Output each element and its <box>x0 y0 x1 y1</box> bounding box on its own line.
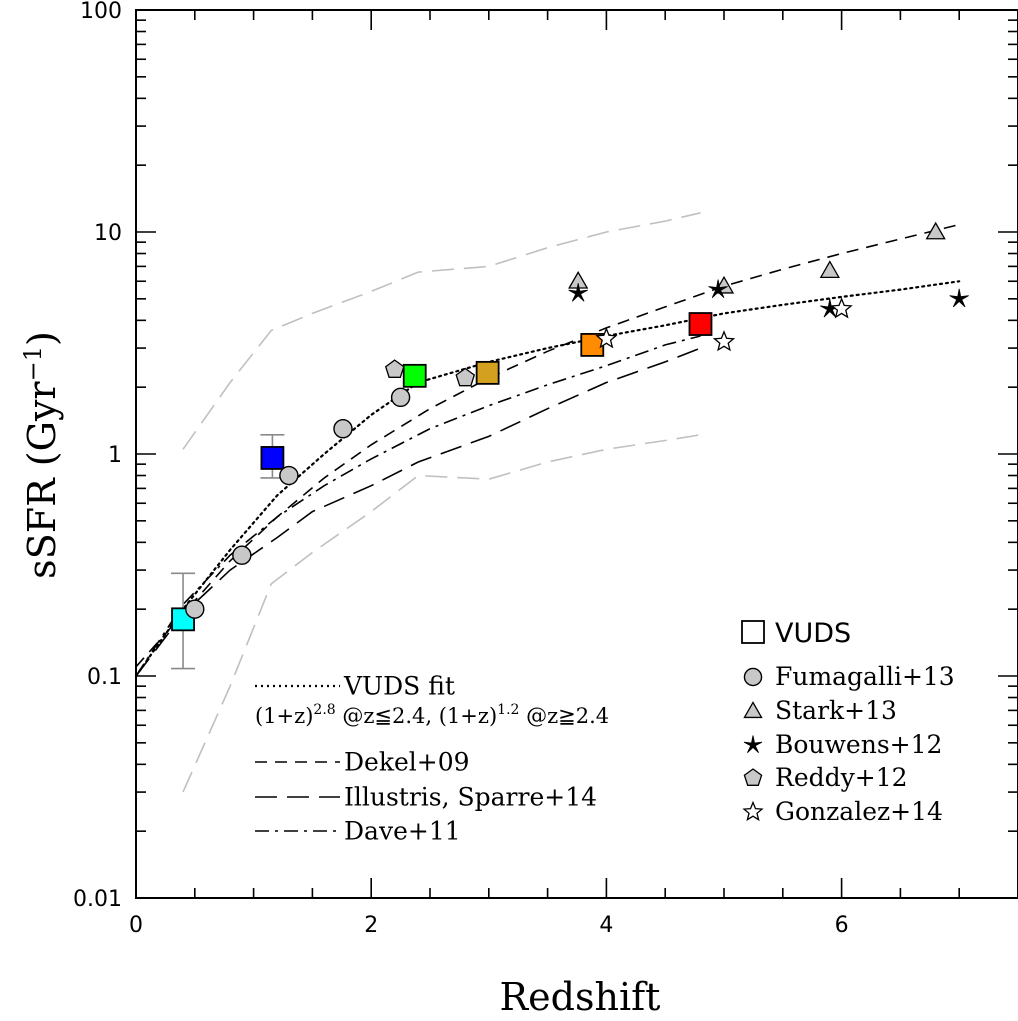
fit-formula-exp-2: 1.2 <box>497 702 519 718</box>
y-axis-title-main: sSFR (Gyr <box>20 381 64 579</box>
legend-marker-triangle <box>743 701 763 719</box>
model-line-2 <box>135 347 701 677</box>
x-axis-title: Redshift <box>500 975 661 1019</box>
fit-formula-part-3: @z≧2.4 <box>519 704 609 728</box>
legend-marker-circle <box>743 667 763 687</box>
model-line-3 <box>135 335 701 677</box>
fit-formula-part-2: @z≦2.4, (1+z) <box>336 704 498 728</box>
error-bars <box>171 434 285 670</box>
legend-illustris: Illustris, Sparre+14 <box>255 783 597 812</box>
legend-label-fumagalli: Fumagalli+13 <box>775 662 955 691</box>
point-fumagalli-13-4 <box>390 387 411 408</box>
y-axis-title: sSFR (Gyr−1) <box>19 331 64 579</box>
x-tick-label-4: 4 <box>599 913 613 938</box>
legend-label-illustris: Illustris, Sparre+14 <box>344 783 597 812</box>
legend-vuds-fit: VUDS fit <box>255 672 455 701</box>
point-vuds-5 <box>688 312 713 336</box>
x-tick-label-2: 2 <box>364 913 378 938</box>
y-tick-label-10: 10 <box>94 221 122 246</box>
point-vuds-2 <box>402 363 427 388</box>
point-fumagalli-13-2 <box>279 465 299 486</box>
legend-label-stark: Stark+13 <box>775 696 897 725</box>
model-line-1 <box>135 223 960 668</box>
point-fumagalli-13-1 <box>232 545 252 565</box>
point-reddy-12-1 <box>455 367 476 387</box>
legend-label-reddy: Reddy+12 <box>775 763 908 792</box>
legend-label-gonzalez: Gonzalez+14 <box>775 797 943 826</box>
y-axis-title-sup: −1 <box>19 346 47 381</box>
legend-markers: VUDS Fumagalli+13 Stark+13 Bouwens+12 Re… <box>741 618 955 826</box>
point-bouwens-12-3 <box>949 288 969 308</box>
point-vuds-3 <box>475 360 500 385</box>
point-stark-13-3 <box>925 221 946 240</box>
legend-marker-pentagon <box>743 768 763 786</box>
legend-marker-star-filled <box>743 735 763 753</box>
legend-label-bouwens: Bouwens+12 <box>775 730 942 759</box>
point-bouwens-12-0 <box>568 283 588 302</box>
point-fumagalli-13-3 <box>333 419 353 439</box>
model-line-0 <box>134 280 961 678</box>
x-tick-label-6: 6 <box>835 913 849 938</box>
legend-label-dekel: Dekel+09 <box>344 748 470 777</box>
model-line-5 <box>182 434 701 793</box>
point-bouwens-12-1 <box>708 279 728 298</box>
fit-formula-part-1: (1+z) <box>255 704 313 728</box>
legend-dekel: Dekel+09 <box>255 748 470 777</box>
y-tick-label-1: 1 <box>108 443 122 468</box>
y-tick-label-0.01: 0.01 <box>73 887 122 912</box>
tick-labels: 0 2 4 6 0.01 0.1 1 10 100 <box>73 0 849 938</box>
point-stark-13-2 <box>819 260 840 279</box>
point-vuds-1 <box>260 446 285 470</box>
point-gonzalez-14-2 <box>830 297 853 319</box>
legend-dave: Dave+11 <box>255 817 461 846</box>
y-tick-label-100: 100 <box>80 0 122 24</box>
legend-marker-star-open <box>742 800 764 822</box>
point-reddy-12-0 <box>384 359 405 378</box>
legend-fit-formula: (1+z)2.8 @z≦2.4, (1+z)1.2 @z≧2.4 <box>255 702 609 728</box>
legend-label-vuds-fit: VUDS fit <box>343 672 455 701</box>
y-tick-label-0.1: 0.1 <box>87 665 122 690</box>
legend-marker-square <box>741 620 765 644</box>
legend-lines: VUDS fit (1+z)2.8 @z≦2.4, (1+z)1.2 @z≧2.… <box>255 672 609 846</box>
point-fumagalli-13-0 <box>185 599 205 619</box>
model-lines <box>134 212 961 793</box>
data-points <box>171 221 969 632</box>
fit-formula-exp-1: 2.8 <box>313 702 335 718</box>
model-line-4 <box>182 212 701 450</box>
legend-label-dave: Dave+11 <box>344 817 461 846</box>
legend-label-vuds: VUDS <box>775 618 851 649</box>
axis-ticks <box>135 10 1018 899</box>
point-gonzalez-14-1 <box>712 330 736 352</box>
point-gonzalez-14-0 <box>595 327 618 349</box>
y-axis-title-close: ) <box>20 331 64 346</box>
x-tick-label-0: 0 <box>129 913 143 938</box>
